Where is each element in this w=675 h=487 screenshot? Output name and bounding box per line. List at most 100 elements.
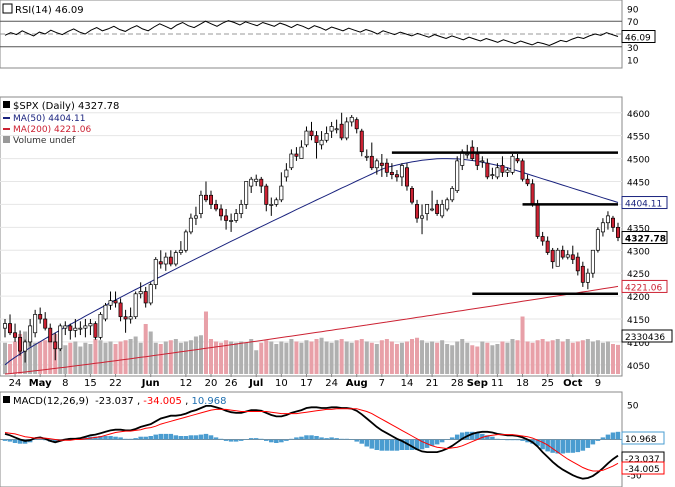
- macd-histogram-bar: [168, 433, 174, 440]
- price-candle: [138, 282, 143, 299]
- volume-value-label: 2330436: [625, 333, 665, 343]
- volume-bar: [118, 341, 123, 374]
- macd-histogram-bar: [223, 439, 229, 441]
- price-legend-title: $SPX (Daily) 4327.78: [13, 101, 119, 112]
- price-legend-swatch: [3, 101, 10, 108]
- rsi-panel-frame: [0, 0, 623, 69]
- candle-body: [193, 215, 198, 219]
- price-candle: [425, 204, 430, 221]
- macd-histogram-bar: [384, 439, 390, 451]
- macd-histogram-bar: [284, 439, 289, 441]
- macd-histogram-bar: [198, 434, 204, 440]
- candle-body: [535, 204, 540, 237]
- macd-histogram-bar: [52, 439, 58, 443]
- macd-histogram-bar: [42, 439, 48, 441]
- candle-body: [389, 171, 394, 175]
- candle-body: [299, 146, 304, 159]
- macd-value-label: -23.037: [625, 455, 660, 465]
- price-candle: [580, 261, 585, 287]
- volume-bar: [475, 346, 480, 374]
- volume-bar: [58, 344, 63, 374]
- ma200-value-box: [621, 279, 668, 293]
- macd-histogram-bar: [540, 439, 545, 450]
- macd-histogram-bar: [615, 431, 621, 440]
- candle-body: [314, 135, 319, 143]
- volume-bar: [289, 339, 294, 374]
- price-candle: [520, 158, 525, 182]
- candle-body: [188, 217, 193, 233]
- candle-body: [123, 316, 128, 320]
- price-candle: [239, 199, 244, 219]
- price-candle: [178, 241, 183, 255]
- volume-bar: [128, 339, 133, 374]
- volume-bar: [570, 342, 575, 374]
- rsi-layer: [0, 20, 622, 48]
- x-tick-label: Oct: [563, 378, 582, 389]
- macd-histogram-bar: [143, 436, 148, 440]
- price-candle: [73, 319, 78, 338]
- macd-histogram-bar: [304, 435, 309, 440]
- x-tick-label: 24: [9, 378, 22, 389]
- volume-bar: [500, 341, 505, 374]
- volume-bar: [555, 339, 560, 374]
- volume-bar: [203, 311, 208, 374]
- volume-bar: [274, 344, 279, 374]
- volume-bar: [93, 339, 98, 374]
- price-candle: [394, 170, 399, 182]
- candle-body: [399, 165, 404, 178]
- volume-bar: [33, 342, 38, 374]
- x-tick-label: Sep: [467, 378, 488, 389]
- price-candle: [83, 319, 88, 338]
- candle-body: [605, 215, 610, 224]
- candle-body: [68, 325, 73, 331]
- price-candle: [249, 176, 254, 193]
- volume-bar: [158, 344, 163, 374]
- volume-bar: [28, 339, 33, 374]
- candle-body: [505, 169, 510, 173]
- price-candle: [113, 291, 118, 308]
- price-candle: [404, 163, 409, 191]
- price-candle: [605, 211, 610, 230]
- rsi-tick-label: 90: [627, 5, 639, 15]
- macd-histogram-bar: [208, 435, 214, 440]
- price-candle: [334, 119, 339, 134]
- candle-body: [309, 130, 314, 137]
- volume-bar: [2, 342, 8, 374]
- macd-histogram-bar: [535, 439, 540, 446]
- candle-body: [3, 323, 7, 329]
- price-candle: [234, 209, 239, 223]
- x-tick-label: 14: [401, 378, 414, 389]
- price-candle: [616, 222, 620, 242]
- volume-bar: [369, 342, 374, 374]
- price-candle: [455, 156, 460, 193]
- candle-body: [379, 162, 384, 166]
- price-candle: [435, 199, 440, 216]
- x-tick-label: 17: [300, 378, 313, 389]
- candle-body: [384, 162, 389, 173]
- macd-histogram-bar: [299, 436, 304, 440]
- candle-body: [540, 236, 545, 242]
- candle-body: [289, 153, 294, 169]
- macd-histogram-bar: [404, 439, 410, 450]
- macd-histogram-bar: [138, 436, 143, 440]
- price-tick-label: 4200: [627, 293, 650, 303]
- signal-value-box: [621, 461, 665, 475]
- candle-body: [525, 178, 530, 185]
- macd-histogram-bar: [585, 439, 591, 448]
- price-candle: [299, 140, 304, 159]
- candle-body: [23, 341, 28, 352]
- candle-body: [244, 181, 249, 205]
- macd-histogram-bar: [600, 437, 606, 440]
- macd-histogram-bar: [314, 436, 319, 440]
- volume-bar: [153, 342, 158, 374]
- price-candle: [13, 323, 18, 342]
- volume-bar: [450, 345, 455, 374]
- price-candle: [374, 158, 379, 175]
- candle-body: [500, 165, 505, 173]
- macd-histogram-bar: [480, 433, 485, 440]
- rsi-legend-text: RSI(14) 46.09: [15, 5, 84, 16]
- macd-legend-text: MACD(12,26,9) -23.037 , -34.005 , 10.968: [13, 396, 226, 407]
- volume-bar: [465, 342, 470, 374]
- price-candle: [570, 245, 575, 264]
- candle-body: [565, 254, 570, 258]
